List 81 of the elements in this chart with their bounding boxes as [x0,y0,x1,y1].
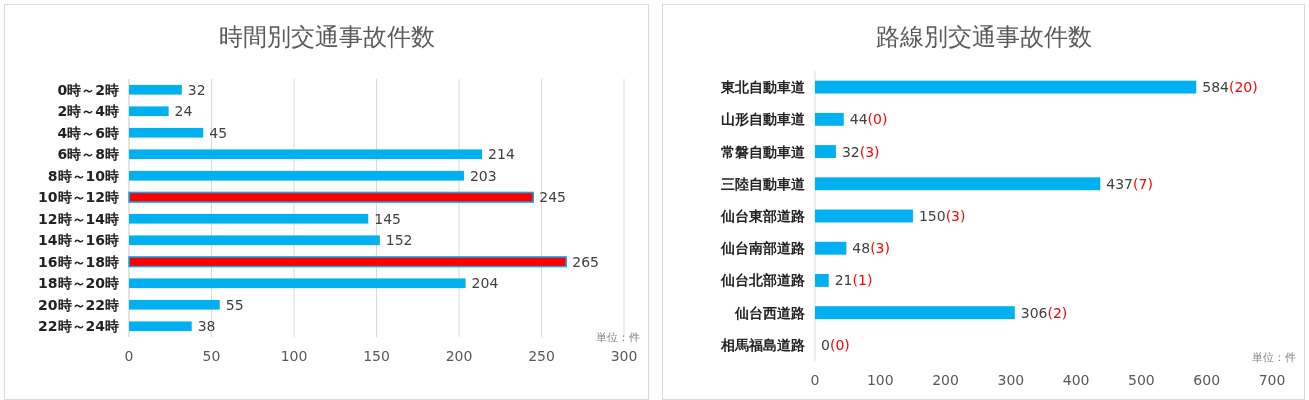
data-label: 32 [187,81,206,98]
bar [129,127,204,138]
x-tick-label: 200 [445,348,473,364]
data-label: 245 [539,189,566,206]
x-tick-label: 300 [997,372,1025,388]
bar [129,321,192,332]
bar [129,278,466,289]
x-tick-label: 200 [932,372,959,388]
bar [815,145,836,158]
y-tick-label: 常磐自動車道 [721,143,806,160]
x-tick-label: 0 [810,372,820,388]
bar [815,177,1101,191]
y-tick-label: 仙台南部道路 [720,240,805,257]
data-label: 45 [209,124,228,141]
bar [129,213,369,224]
x-tick-label: 100 [866,372,894,388]
y-tick-label: 仙台北部道路 [720,272,805,289]
data-label: 32(3) [841,143,880,160]
bar [129,170,464,181]
data-label: 214 [488,146,515,163]
annotation: 単位：件 [596,331,640,344]
y-tick-label: 0時～2時 [57,81,119,98]
y-tick-label: 6時～8時 [57,146,119,163]
y-tick-label: 三陸自動車道 [721,175,806,192]
x-tick-label: 0 [124,348,134,364]
bar [128,191,534,203]
bar [128,256,567,268]
bar [815,274,829,287]
data-label: 203 [469,167,497,184]
bar [815,241,847,255]
y-tick-label: 22時～24時 [38,318,119,335]
data-label: 55 [225,296,244,313]
x-tick-label: 50 [202,348,221,364]
y-tick-label: 山形自動車道 [721,111,806,128]
x-tick-label: 150 [363,348,390,364]
y-tick-label: 東北自動車道 [720,79,806,96]
data-label: 24 [174,103,193,120]
bar [129,235,380,246]
y-tick-label: 相馬福島道路 [720,336,805,353]
bar [815,80,1197,94]
bar [129,149,483,160]
y-tick-label: 14時～16時 [38,232,119,249]
y-tick-label: 2時～4時 [57,103,119,120]
x-tick-label: 500 [1128,372,1155,388]
bar [815,112,844,126]
x-tick-label: 300 [610,348,638,364]
data-label: 204 [471,275,499,292]
data-label: 306(2) [1020,304,1068,321]
data-label: 21(1) [834,272,873,289]
data-label: 437(7) [1106,175,1153,192]
y-tick-label: 仙台西道路 [734,304,805,321]
y-tick-label: 8時～10時 [47,167,119,184]
x-tick-label: 700 [1258,372,1286,388]
bar [129,299,220,310]
x-tick-label: 400 [1062,372,1090,388]
y-tick-label: 10時～12時 [38,189,119,206]
data-label: 0(0) [821,336,850,353]
bar [129,84,182,95]
bar [129,106,169,117]
y-tick-label: 仙台東部道路 [720,208,805,224]
y-tick-label: 18時～20時 [38,275,119,292]
y-tick-label: 4時～6時 [57,124,119,141]
y-tick-label: 12時～14時 [38,210,119,227]
data-label: 38 [197,318,216,335]
data-label: 150(3) [918,208,966,224]
data-label: 584(20) [1202,79,1258,96]
y-tick-label: 16時～18時 [38,253,119,270]
bar [815,306,1015,320]
data-label: 145 [374,210,401,227]
x-tick-label: 250 [528,348,555,364]
data-label: 44(0) [849,111,888,128]
x-tick-label: 100 [280,348,308,364]
bar [815,209,913,223]
y-tick-label: 20時～22時 [38,296,119,313]
data-label: 152 [385,232,413,249]
chart-title: 路線別交通事故件数 [875,23,1092,51]
annotation: 単位：件 [1252,351,1296,364]
data-label: 265 [572,253,599,270]
chart-title: 時間別交通事故件数 [218,23,435,51]
data-label: 48(3) [852,240,891,257]
x-tick-label: 600 [1193,372,1221,388]
